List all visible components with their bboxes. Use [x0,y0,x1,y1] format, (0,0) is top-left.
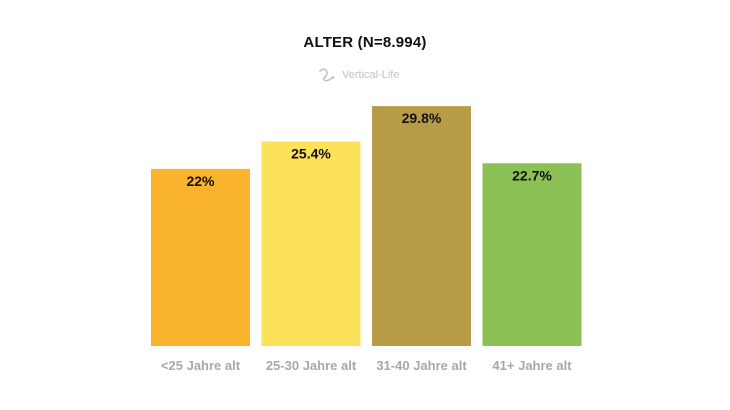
category-label: 25-30 Jahre alt [266,358,357,373]
category-label: 41+ Jahre alt [492,358,572,373]
bar-25-30-jahre-alt [261,141,361,346]
climbing-rope-icon [318,68,338,82]
chart-title: ALTER (N=8.994) [303,34,427,51]
vertical-life-watermark: Vertical-Life [318,68,399,82]
bar-41-jahre-alt [482,163,582,346]
category-label: 31-40 Jahre alt [376,358,467,373]
bar-value-label: 22.7% [512,167,552,183]
bar-value-label: 25.4% [291,146,331,162]
bar-25-jahre-alt [151,168,250,346]
bar-value-label: 29.8% [402,110,442,126]
category-label: <25 Jahre alt [161,358,241,373]
bar-value-label: 22% [186,173,215,189]
bar-31-40-jahre-alt [372,106,471,346]
watermark-text: Vertical-Life [342,69,400,81]
